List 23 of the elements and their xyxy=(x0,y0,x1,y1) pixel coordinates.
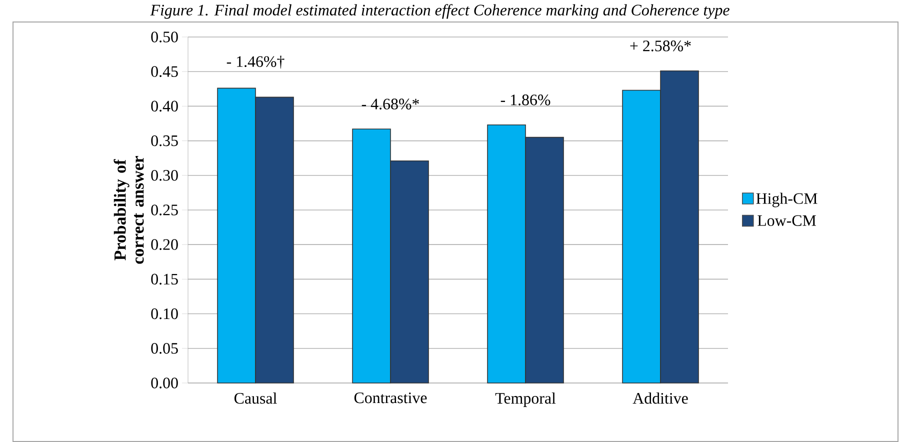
annotation: + 2.58%* xyxy=(630,40,691,52)
y-tick-label: 0.40 xyxy=(151,100,178,112)
annotation: - 4.68%* xyxy=(362,98,419,110)
x-tick-label: Temporal xyxy=(495,392,556,407)
chart-title: Figure 1. Final model estimated interaction effect Coherence marking and Coherence type xyxy=(150,4,730,19)
y-tick-label: 0.45 xyxy=(151,66,178,77)
legend-label: High-CM xyxy=(756,192,818,208)
y-tick-label: 0.10 xyxy=(151,308,178,320)
x-tick-label: Causal xyxy=(234,392,277,404)
y-tick-label: 0.25 xyxy=(151,204,178,216)
y-tick-label: 0.35 xyxy=(151,135,178,146)
y-tick-label: 0.15 xyxy=(151,274,178,285)
annotation: - 1.86% xyxy=(500,94,550,106)
y-tick-label: 0.20 xyxy=(151,239,178,250)
y-axis-title: Probability of correct answer xyxy=(114,156,144,264)
y-tick-label: 0.50 xyxy=(151,32,178,42)
legend-label: Low-CM xyxy=(758,215,816,226)
y-tick-label: 0.30 xyxy=(151,170,178,181)
y-tick-label: 0.00 xyxy=(151,378,178,388)
y-tick-label: 0.05 xyxy=(151,342,178,354)
annotation: - 1.46%† xyxy=(226,56,284,69)
x-tick-label: Contrastive xyxy=(354,392,427,404)
x-tick-label: Additive xyxy=(632,392,688,404)
